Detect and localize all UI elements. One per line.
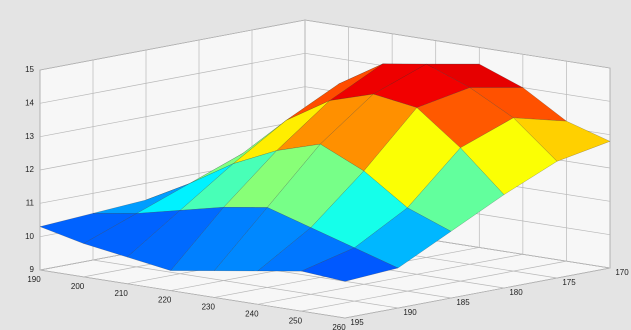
grid-line — [39, 269, 346, 319]
z-tick-label: 9 — [30, 265, 35, 274]
grid-line — [257, 253, 523, 305]
grid-line — [39, 86, 306, 138]
z-tick-label: 13 — [25, 132, 34, 141]
x-tick-label: 250 — [289, 316, 303, 325]
y-tick-label: 195 — [350, 318, 364, 327]
grid-line — [39, 52, 306, 104]
x-tick-label: 220 — [158, 296, 172, 305]
y-tick-label: 175 — [562, 278, 576, 287]
surface-patch — [300, 247, 399, 282]
z-tick-label: 14 — [25, 98, 34, 107]
z-tick-label: 10 — [25, 232, 34, 241]
x-tick-label: 230 — [202, 303, 216, 312]
x-tick-label: 210 — [114, 289, 128, 298]
x-tick-label: 240 — [245, 309, 259, 318]
grid-line — [92, 259, 399, 309]
grid-line — [301, 260, 567, 312]
z-tick-label: 15 — [25, 65, 34, 74]
x-tick-label: 190 — [27, 275, 41, 284]
z-tick-label: 11 — [26, 198, 35, 207]
y-tick-label: 180 — [509, 288, 523, 297]
y-tick-label: 185 — [456, 298, 470, 307]
grid-line — [39, 19, 306, 71]
grid-line — [304, 19, 611, 69]
z-tick-label: 12 — [25, 165, 34, 174]
grid-line — [39, 119, 306, 171]
x-tick-label: 260 — [332, 323, 346, 330]
y-tick-label: 170 — [615, 268, 629, 277]
y-tick-label: 190 — [403, 308, 417, 317]
x-tick-label: 200 — [71, 282, 85, 291]
grid-line — [344, 267, 611, 319]
